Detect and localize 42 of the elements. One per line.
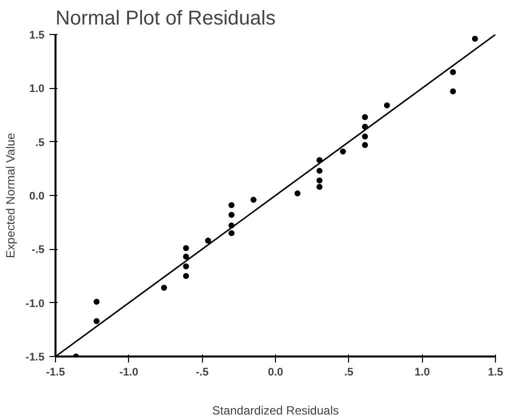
point (450, 69, 456, 76)
y-axis-title: Expected Normal Value (4, 132, 18, 258)
point (161, 284, 168, 291)
point (94, 298, 100, 305)
y-tick-label: 1.5 (29, 30, 45, 42)
y-tick-label: .5 (35, 136, 45, 149)
point (316, 168, 322, 174)
point (228, 202, 234, 208)
point (250, 196, 256, 203)
point (316, 177, 322, 184)
y-tick-label: -1.5 (26, 352, 45, 364)
point (316, 184, 322, 190)
y-tick-label: -1.0 (26, 298, 45, 310)
point (472, 36, 478, 42)
point (294, 190, 300, 196)
point (183, 273, 190, 279)
y-tick-label: 1.0 (29, 83, 45, 96)
point (316, 157, 322, 164)
point (183, 254, 190, 260)
point (205, 238, 212, 244)
y-tick-label: -.5 (32, 244, 45, 256)
point (228, 230, 234, 236)
point (362, 142, 368, 148)
x-axis-title: Standardized Residuals (212, 404, 339, 418)
x-tick-label: 1.5 (488, 366, 504, 378)
point (94, 318, 100, 324)
y-tick-label: 0.0 (29, 190, 45, 202)
x-tick-label: 1.0 (414, 366, 430, 378)
x-tick-label: -.5 (196, 366, 209, 378)
point (362, 133, 368, 140)
x-tick-label: 0.0 (268, 366, 284, 378)
x-tick-label: .5 (344, 366, 354, 378)
point (450, 88, 456, 94)
point (183, 245, 190, 252)
chart-title: Normal Plot of Residuals (56, 8, 276, 30)
x-tick-label: -1.5 (46, 366, 65, 378)
point (384, 102, 390, 108)
point (228, 212, 234, 218)
point (340, 148, 346, 154)
point (183, 263, 190, 270)
x-tick-label: -1.0 (119, 366, 138, 378)
point (362, 114, 368, 120)
